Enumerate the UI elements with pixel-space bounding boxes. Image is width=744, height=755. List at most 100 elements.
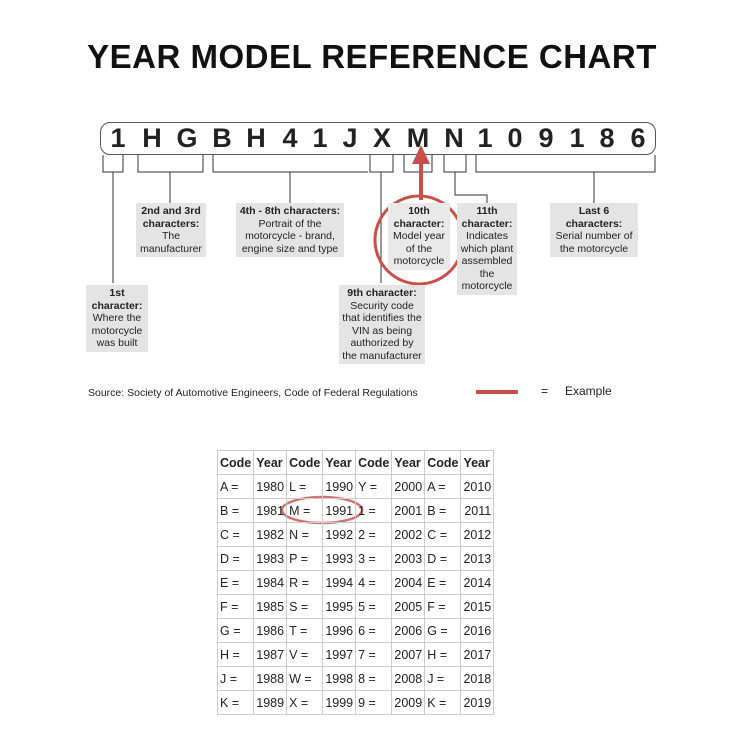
year-cell: 2007 — [391, 642, 426, 667]
year-cell: 1996 — [322, 618, 357, 643]
vin-character: H — [246, 123, 266, 153]
year-cell: 2013 — [460, 546, 495, 571]
year-cell: 2012 — [460, 522, 495, 547]
source-note: Source: Society of Automotive Engineers,… — [88, 387, 418, 399]
year-cell: 1980 — [253, 474, 288, 499]
code-cell: J = — [216, 666, 255, 691]
year-cell: 2003 — [391, 546, 426, 571]
year-cell: 2016 — [460, 618, 495, 643]
code-cell: X = — [286, 690, 324, 715]
code-cell: E = — [424, 570, 462, 595]
table-row: C = 1982 N = 1992 2 = 2002 C = 2012 — [216, 522, 495, 547]
code-cell: D = — [216, 546, 255, 571]
code-cell: T = — [286, 618, 324, 643]
vin-character: 4 — [282, 123, 298, 153]
code-cell: V = — [286, 642, 324, 667]
bracket-4th-8th — [212, 155, 368, 203]
label-4th-8th-characters: 4th - 8th characters: Portrait of the mot… — [236, 203, 344, 257]
vin-character: J — [342, 123, 358, 153]
year-cell: 1982 — [253, 522, 288, 547]
year-cell: 1998 — [322, 666, 357, 691]
year-cell: 2006 — [391, 618, 426, 643]
table-header-row: Code Year Code Year Code Year Code Year — [216, 450, 495, 475]
code-cell: C = — [216, 522, 255, 547]
year-cell: 1987 — [253, 642, 288, 667]
vin-character: N — [444, 123, 464, 153]
code-cell: F = — [216, 594, 255, 619]
code-cell: J = — [424, 666, 462, 691]
code-cell: A = — [216, 474, 255, 499]
year-cell: 2009 — [391, 690, 426, 715]
vin-box — [100, 122, 656, 155]
year-cell: 2019 — [460, 690, 495, 715]
legend-example-label: Example — [565, 384, 612, 398]
year-cell: 1994 — [322, 570, 357, 595]
table-row: A = 1980 L = 1990 Y = 2000 A = 2010 — [216, 474, 495, 499]
year-cell: 1989 — [253, 690, 288, 715]
label-9th-character: 9th character: Security code that identif… — [339, 285, 425, 364]
legend-equals: = — [541, 384, 549, 398]
table-row: B = 1981 M = 1991 1 = 2001 B = 2011 — [216, 498, 495, 523]
table-row: F = 1985 S = 1995 5 = 2005 F = 2015 — [216, 594, 495, 619]
vin-character: 1 — [569, 123, 585, 153]
year-cell: 1991 — [322, 498, 357, 523]
year-cell: 1988 — [253, 666, 288, 691]
code-cell: W = — [286, 666, 324, 691]
page-title: YEAR MODEL REFERENCE CHART — [87, 38, 657, 75]
column-header: Year — [460, 450, 495, 475]
year-cell: 2017 — [460, 642, 495, 667]
code-cell: 7 = — [355, 642, 393, 667]
label-2nd-3rd-characters: 2nd and 3rd characters: The manufacturer — [136, 203, 206, 257]
year-cell: 1995 — [322, 594, 357, 619]
vin-character: H — [142, 123, 162, 153]
code-cell: K = — [424, 690, 462, 715]
code-cell: L = — [286, 474, 324, 499]
year-cell: 2001 — [391, 498, 426, 523]
year-cell: 2014 — [460, 570, 495, 595]
vin-character: 6 — [630, 123, 646, 153]
label-10th-character: 10th character: Model year of the motorcy… — [388, 203, 450, 270]
code-cell: C = — [424, 522, 462, 547]
code-cell: B = — [424, 498, 462, 523]
code-cell: G = — [424, 618, 462, 643]
code-cell: S = — [286, 594, 324, 619]
code-cell: A = — [424, 474, 462, 499]
vin-character: 1 — [312, 123, 328, 153]
vin-character: 0 — [507, 123, 523, 153]
column-header: Code — [424, 450, 462, 475]
code-cell: 9 = — [355, 690, 393, 715]
label-11th-character: 11th character: Indicates which plant ass… — [457, 203, 517, 295]
code-cell: D = — [424, 546, 462, 571]
table-row: J = 1988 W = 1998 8 = 2008 J = 2018 — [216, 666, 495, 691]
column-header: Year — [322, 450, 357, 475]
vin-character: 1 — [110, 123, 126, 153]
year-cell: 2004 — [391, 570, 426, 595]
year-cell: 2000 — [391, 474, 426, 499]
vin-character: X — [372, 123, 391, 153]
code-cell: 3 = — [355, 546, 393, 571]
year-cell: 2010 — [460, 474, 495, 499]
year-cell: 1993 — [322, 546, 357, 571]
table-row: G = 1986 T = 1996 6 = 2006 G = 2016 — [216, 618, 495, 643]
bracket-11th — [443, 155, 488, 203]
year-cell: 1992 — [322, 522, 357, 547]
column-header: Code — [355, 450, 393, 475]
table-row: D = 1983 P = 1993 3 = 2003 D = 2013 — [216, 546, 495, 571]
code-cell: R = — [286, 570, 324, 595]
year-cell: 2005 — [391, 594, 426, 619]
code-cell: 5 = — [355, 594, 393, 619]
column-header: Year — [253, 450, 288, 475]
column-header: Code — [216, 450, 255, 475]
code-cell: 2 = — [355, 522, 393, 547]
code-cell: F = — [424, 594, 462, 619]
bracket-last6 — [475, 155, 656, 203]
vin-character: 9 — [538, 123, 554, 153]
year-cell: 1986 — [253, 618, 288, 643]
vin-character: 8 — [599, 123, 615, 153]
bracket-1st — [102, 155, 124, 283]
code-cell: 1 = — [355, 498, 393, 523]
year-cell: 2015 — [460, 594, 495, 619]
bracket-10th — [403, 155, 433, 173]
vin-character: M — [406, 123, 430, 153]
vin-character: B — [212, 123, 232, 153]
